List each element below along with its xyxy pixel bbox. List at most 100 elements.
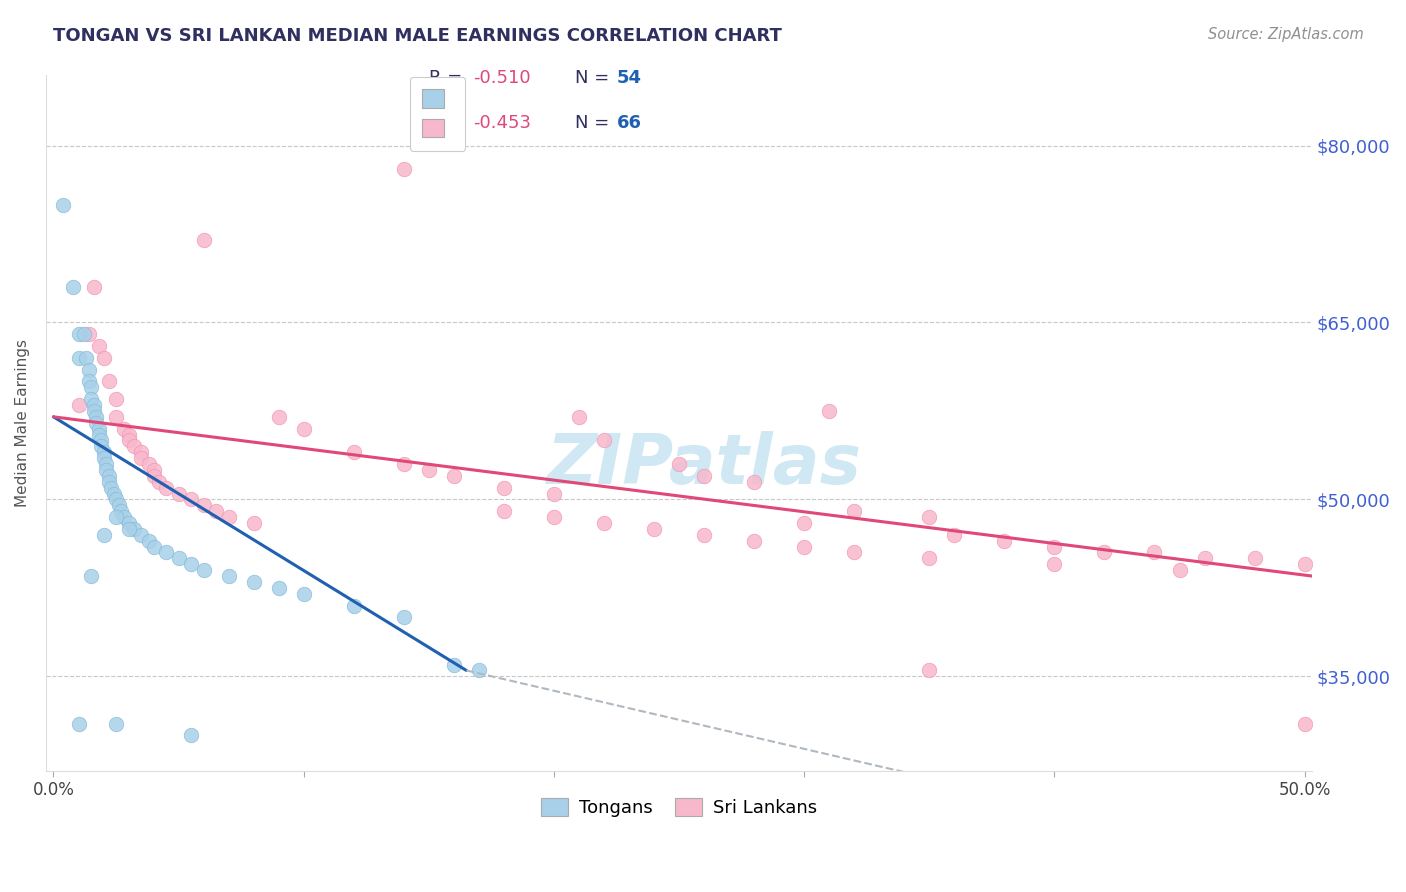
Point: [67, 351, 90, 365]
Point: [343, 445, 366, 459]
Point: [218, 569, 240, 583]
Point: [117, 427, 139, 442]
Point: [77, 327, 100, 342]
Point: [80, 569, 103, 583]
Point: [105, 492, 128, 507]
Point: [167, 486, 190, 500]
Point: [97, 475, 120, 489]
Point: [793, 540, 815, 554]
Y-axis label: Median Male Earnings: Median Male Earnings: [15, 339, 30, 507]
Point: [110, 504, 132, 518]
Point: [67, 327, 90, 342]
Point: [77, 375, 100, 389]
Point: [112, 422, 135, 436]
Point: [93, 451, 115, 466]
Point: [117, 516, 139, 530]
Point: [84, 409, 107, 424]
Point: [87, 427, 110, 442]
Point: [343, 599, 366, 613]
Text: 66: 66: [617, 114, 641, 132]
Text: ZIPatlas: ZIPatlas: [547, 431, 862, 498]
Point: [543, 486, 565, 500]
Point: [93, 445, 115, 459]
Point: [418, 463, 440, 477]
Text: Source: ZipAtlas.com: Source: ZipAtlas.com: [1208, 27, 1364, 42]
Point: [93, 351, 115, 365]
Point: [643, 522, 665, 536]
Point: [52, 197, 75, 211]
Text: -0.453: -0.453: [474, 114, 531, 132]
Point: [87, 339, 110, 353]
Point: [72, 327, 94, 342]
Text: R =: R =: [429, 114, 468, 132]
Point: [1194, 551, 1216, 566]
Point: [93, 528, 115, 542]
Point: [122, 522, 145, 536]
Point: [193, 233, 215, 247]
Point: [668, 457, 690, 471]
Point: [742, 475, 765, 489]
Point: [443, 468, 465, 483]
Point: [103, 486, 125, 500]
Point: [62, 280, 84, 294]
Point: [242, 574, 264, 589]
Point: [492, 504, 515, 518]
Point: [943, 528, 966, 542]
Point: [844, 545, 866, 559]
Point: [918, 664, 941, 678]
Point: [593, 434, 616, 448]
Point: [105, 392, 128, 406]
Text: -0.510: -0.510: [474, 69, 531, 87]
Text: N =: N =: [575, 114, 614, 132]
Point: [148, 475, 170, 489]
Point: [1168, 563, 1191, 577]
Point: [155, 481, 177, 495]
Point: [97, 375, 120, 389]
Point: [112, 510, 135, 524]
Point: [818, 404, 841, 418]
Point: [1043, 540, 1066, 554]
Point: [80, 392, 103, 406]
Point: [1043, 558, 1066, 572]
Point: [993, 533, 1015, 548]
Point: [1294, 716, 1316, 731]
Point: [67, 398, 90, 412]
Point: [107, 498, 129, 512]
Point: [129, 528, 152, 542]
Point: [90, 439, 112, 453]
Point: [267, 581, 290, 595]
Point: [105, 409, 128, 424]
Point: [117, 522, 139, 536]
Point: [1243, 551, 1265, 566]
Point: [218, 510, 240, 524]
Text: TONGAN VS SRI LANKAN MEDIAN MALE EARNINGS CORRELATION CHART: TONGAN VS SRI LANKAN MEDIAN MALE EARNING…: [53, 27, 782, 45]
Point: [67, 716, 90, 731]
Point: [568, 409, 591, 424]
Point: [105, 510, 128, 524]
Point: [83, 280, 105, 294]
Point: [392, 610, 415, 624]
Point: [267, 409, 290, 424]
Point: [292, 422, 315, 436]
Point: [844, 504, 866, 518]
Text: 54: 54: [617, 69, 641, 87]
Point: [77, 362, 100, 376]
Point: [443, 657, 465, 672]
Point: [97, 468, 120, 483]
Point: [80, 380, 103, 394]
Text: R =: R =: [429, 69, 468, 87]
Point: [87, 422, 110, 436]
Point: [138, 457, 160, 471]
Point: [90, 434, 112, 448]
Point: [117, 434, 139, 448]
Point: [180, 728, 202, 742]
Point: [138, 533, 160, 548]
Legend: Tongans, Sri Lankans: Tongans, Sri Lankans: [534, 790, 824, 824]
Point: [793, 516, 815, 530]
Point: [1143, 545, 1166, 559]
Point: [918, 510, 941, 524]
Point: [693, 468, 716, 483]
Point: [918, 551, 941, 566]
Point: [193, 563, 215, 577]
Point: [193, 498, 215, 512]
